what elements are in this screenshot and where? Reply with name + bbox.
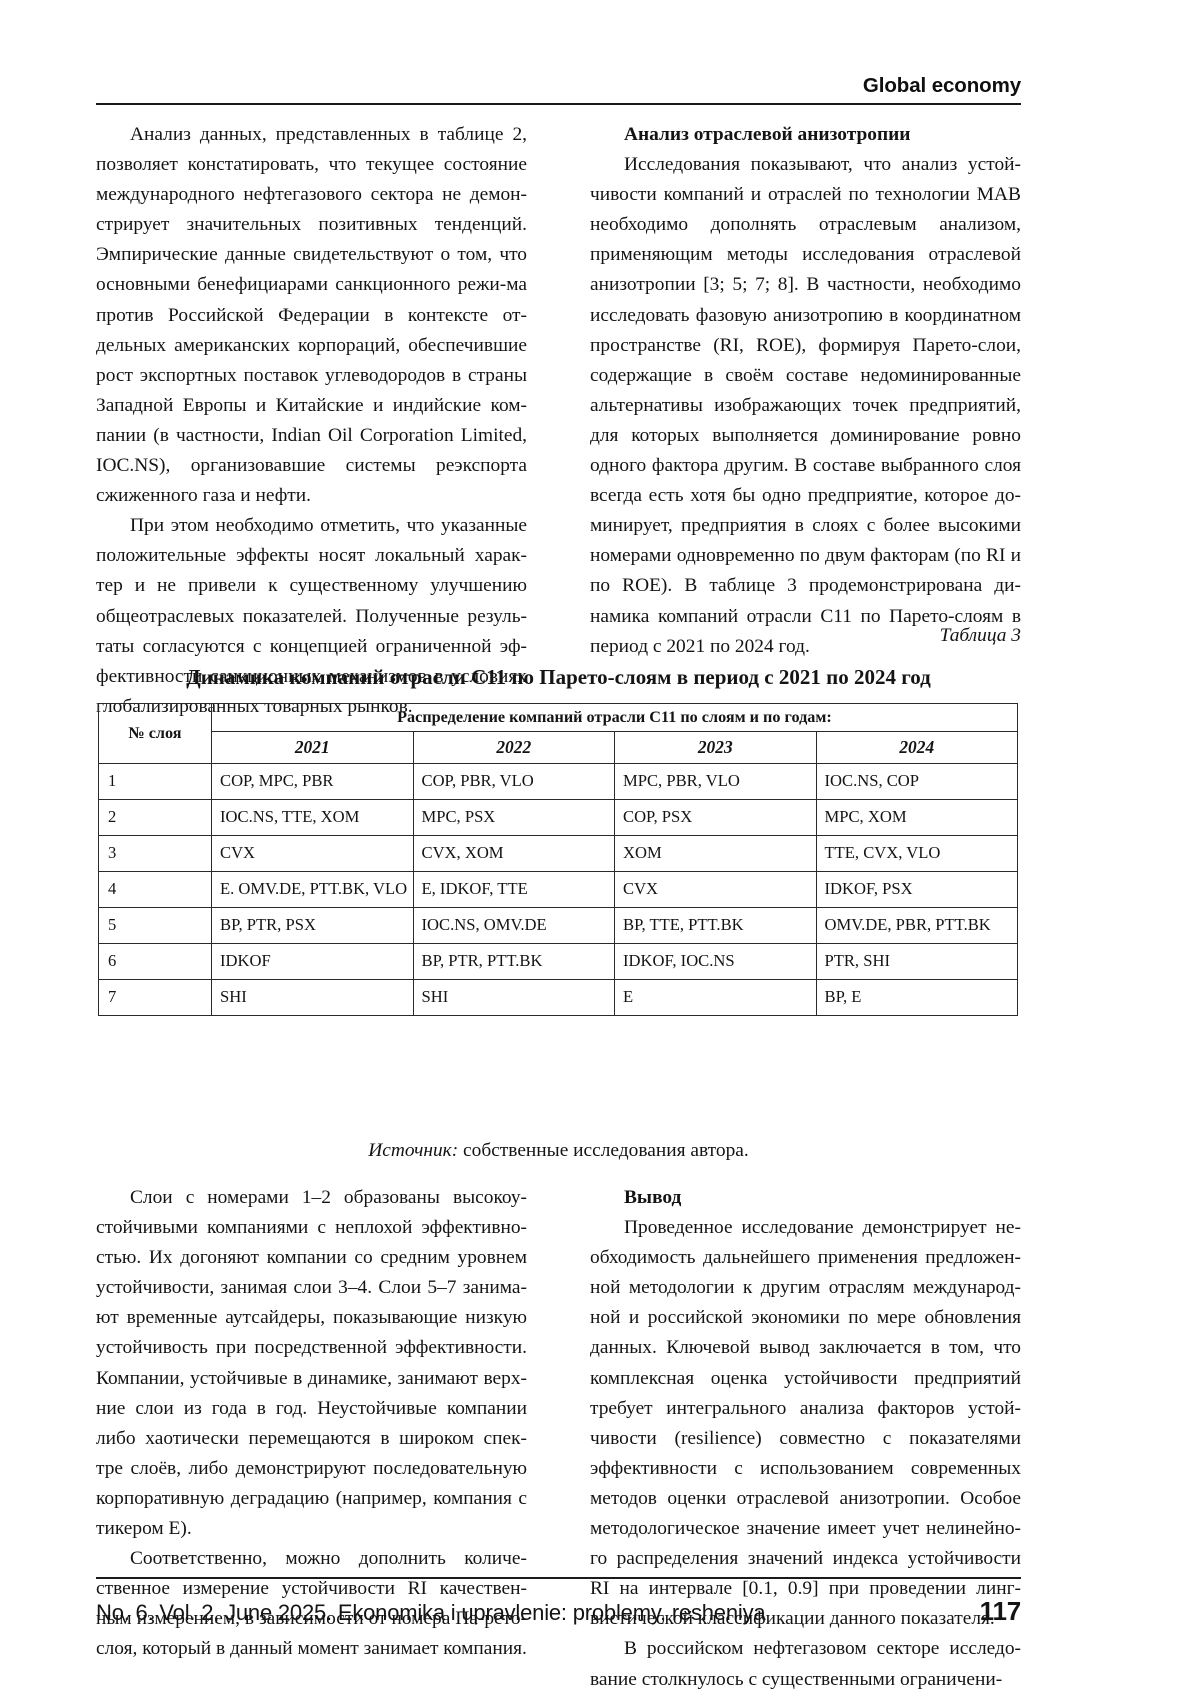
column-header-layer-number: № слоя: [99, 704, 212, 764]
cell-layer-number: 5: [99, 908, 212, 944]
table-row: 1 COP, MPC, PBR COP, PBR, VLO MPC, PBR, …: [99, 764, 1018, 800]
cell-layer-number: 7: [99, 980, 212, 1016]
cell-2021: IOC.NS, TTE, XOM: [212, 800, 414, 836]
cell-2024: OMV.DE, PBR, PTT.BK: [816, 908, 1018, 944]
cell-2022: COP, PBR, VLO: [413, 764, 615, 800]
table-row: 3 CVX CVX, XOM XOM TTE, CVX, VLO: [99, 836, 1018, 872]
cell-2024: IDKOF, PSX: [816, 872, 1018, 908]
section-subheading: Анализ отраслевой анизотропии: [590, 120, 1021, 150]
table-title: Динамика компаний отрасли С11 по Парето-…: [96, 663, 1021, 691]
cell-layer-number: 2: [99, 800, 212, 836]
cell-layer-number: 1: [99, 764, 212, 800]
paragraph: В российском нефтегазовом секторе исслед…: [590, 1634, 1021, 1694]
cell-2022: SHI: [413, 980, 615, 1016]
cell-2021: E. OMV.DE, PTT.BK, VLO: [212, 872, 414, 908]
running-head: Global economy: [96, 74, 1021, 98]
section-subheading: Вывод: [590, 1183, 1021, 1213]
page-number: 117: [980, 1596, 1021, 1627]
page-footer: No. 6. Vol. 2, June 2025. Ekonomika i up…: [96, 1596, 1021, 1627]
table-number-label: Таблица 3: [96, 625, 1021, 647]
cell-2022: MPC, PSX: [413, 800, 615, 836]
table-header-row-2: 2021 2022 2023 2024: [99, 732, 1018, 764]
table-row: 6 IDKOF BP, PTR, PTT.BK IDKOF, IOC.NS PT…: [99, 944, 1018, 980]
paragraph: Слои с номерами 1–2 образованы высокоу-с…: [96, 1183, 527, 1544]
cell-2021: CVX: [212, 836, 414, 872]
journal-citation: No. 6. Vol. 2, June 2025. Ekonomika i up…: [96, 1600, 765, 1626]
table-row: 5 BP, PTR, PSX IOC.NS, OMV.DE BP, TTE, P…: [99, 908, 1018, 944]
cell-2024: IOC.NS, COP: [816, 764, 1018, 800]
cell-2023: COP, PSX: [615, 800, 817, 836]
cell-layer-number: 4: [99, 872, 212, 908]
cell-2024: TTE, CVX, VLO: [816, 836, 1018, 872]
pareto-layers-table: № слоя Распределение компаний отрасли С1…: [98, 703, 1018, 1016]
cell-2024: PTR, SHI: [816, 944, 1018, 980]
cell-2023: MPC, PBR, VLO: [615, 764, 817, 800]
cell-2024: MPC, XOM: [816, 800, 1018, 836]
cell-2023: IDKOF, IOC.NS: [615, 944, 817, 980]
table-row: 7 SHI SHI E BP, E: [99, 980, 1018, 1016]
column-header-year-2022: 2022: [413, 732, 615, 764]
paragraph: Проведенное исследование демонстрирует н…: [590, 1213, 1021, 1634]
table-row: 2 IOC.NS, TTE, XOM MPC, PSX COP, PSX MPC…: [99, 800, 1018, 836]
paragraph: Исследования показывают, что анализ усто…: [590, 150, 1021, 662]
cell-layer-number: 3: [99, 836, 212, 872]
table-head: № слоя Распределение компаний отрасли С1…: [99, 704, 1018, 764]
cell-2021: IDKOF: [212, 944, 414, 980]
cell-2021: BP, PTR, PSX: [212, 908, 414, 944]
document-page: Global economy Анализ данных, представле…: [0, 0, 1200, 1698]
paragraph: Анализ данных, представленных в таблице …: [96, 120, 527, 511]
cell-2022: E, IDKOF, TTE: [413, 872, 615, 908]
column-header-year-2023: 2023: [615, 732, 817, 764]
cell-2024: BP, E: [816, 980, 1018, 1016]
cell-2021: COP, MPC, PBR: [212, 764, 414, 800]
header-divider: [96, 103, 1021, 105]
source-text: собственные исследования автора.: [458, 1140, 749, 1161]
cell-2023: CVX: [615, 872, 817, 908]
cell-2022: IOC.NS, OMV.DE: [413, 908, 615, 944]
footer-divider: [96, 1577, 1021, 1579]
column-header-distribution: Распределение компаний отрасли С11 по сл…: [212, 704, 1018, 732]
table-source-note: Источник: собственные исследования автор…: [96, 1140, 1021, 1162]
column-header-year-2024: 2024: [816, 732, 1018, 764]
table-header-row-1: № слоя Распределение компаний отрасли С1…: [99, 704, 1018, 732]
table-row: 4 E. OMV.DE, PTT.BK, VLO E, IDKOF, TTE C…: [99, 872, 1018, 908]
column-header-year-2021: 2021: [212, 732, 414, 764]
cell-2022: BP, PTR, PTT.BK: [413, 944, 615, 980]
table-body: 1 COP, MPC, PBR COP, PBR, VLO MPC, PBR, …: [99, 764, 1018, 1016]
cell-2023: BP, TTE, PTT.BK: [615, 908, 817, 944]
cell-2023: E: [615, 980, 817, 1016]
cell-layer-number: 6: [99, 944, 212, 980]
cell-2022: CVX, XOM: [413, 836, 615, 872]
cell-2021: SHI: [212, 980, 414, 1016]
source-label: Источник:: [368, 1140, 458, 1161]
cell-2023: XOM: [615, 836, 817, 872]
